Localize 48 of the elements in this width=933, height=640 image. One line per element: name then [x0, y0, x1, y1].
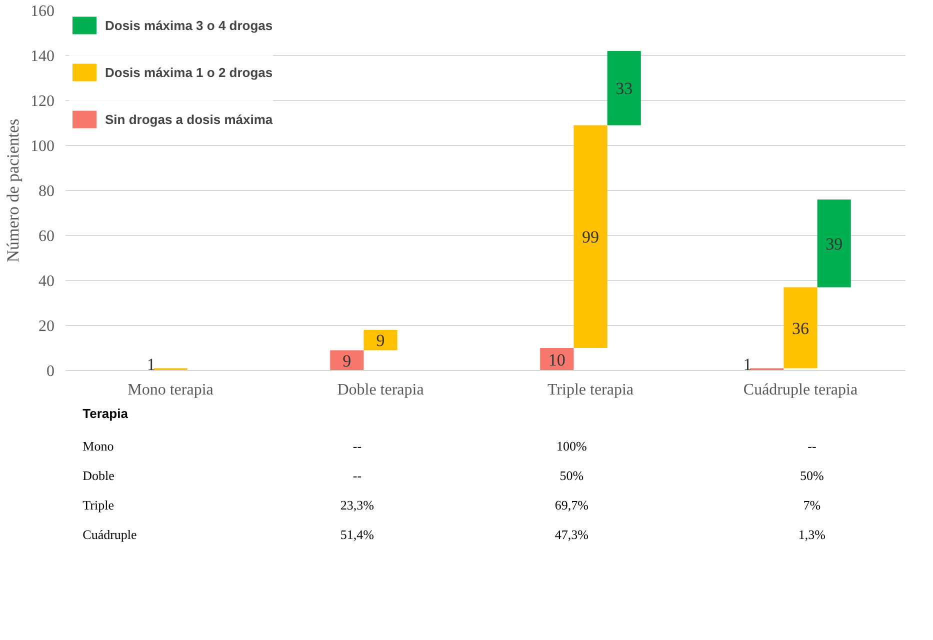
text: Doble — [82, 468, 115, 483]
text: -- — [352, 438, 362, 454]
text: -- — [352, 468, 362, 483]
text: 1,3% — [798, 527, 826, 542]
x-tick-label: Doble terapia — [337, 382, 424, 398]
text: Mono — [82, 438, 114, 454]
legend-label: Sin drogas a dosis máxima — [105, 110, 273, 128]
x-tick-label: Cuádruple terapia — [743, 382, 858, 398]
text: 100% — [556, 438, 588, 454]
y-tick-label: 120 — [30, 93, 54, 110]
text: 69,7% — [554, 498, 589, 513]
y-tick-label: 20 — [38, 318, 54, 335]
text: -- — [808, 438, 816, 454]
text: 50% — [560, 468, 584, 483]
x-tick-label: Triple terapia — [547, 382, 634, 398]
text: 47,3% — [554, 527, 589, 542]
data-label: 9 — [376, 331, 385, 350]
data-label: 99 — [582, 228, 599, 247]
text: 7% — [803, 498, 821, 513]
y-tick-label: 0 — [46, 363, 54, 380]
y-tick-label: 100 — [30, 138, 54, 155]
data-label: 1 — [146, 354, 156, 374]
bar — [364, 330, 398, 350]
x-tick-label: Mono terapia — [128, 382, 214, 398]
bar — [574, 125, 608, 348]
legend-label: Dosis máxima 1 o 2 drogas — [105, 64, 273, 81]
y-tick-label: 60 — [38, 228, 54, 245]
text: 23,3% — [340, 498, 374, 513]
y-axis-title: Número de pacientes — [4, 118, 22, 262]
text: Terapia — [82, 406, 129, 421]
text: Cuádruple — [82, 527, 138, 542]
text: 51,4% — [340, 527, 374, 542]
text: 50% — [800, 468, 824, 483]
y-tick-label: 140 — [30, 48, 54, 65]
legend-label: Dosis máxima 3 o 4 drogas — [105, 16, 273, 34]
data-label: 36 — [792, 318, 809, 338]
data-label: 1 — [743, 354, 752, 374]
bar — [607, 51, 641, 126]
data-label: 10 — [548, 350, 566, 370]
y-tick-label: 40 — [38, 273, 54, 290]
data-label: 9 — [342, 351, 352, 370]
bar — [817, 200, 851, 288]
data-label: 39 — [826, 234, 843, 254]
y-tick-label: 80 — [38, 183, 54, 200]
data-label: 33 — [616, 79, 633, 98]
y-tick-label: 160 — [30, 3, 54, 20]
bar — [784, 287, 818, 368]
text: Triple — [82, 498, 114, 513]
